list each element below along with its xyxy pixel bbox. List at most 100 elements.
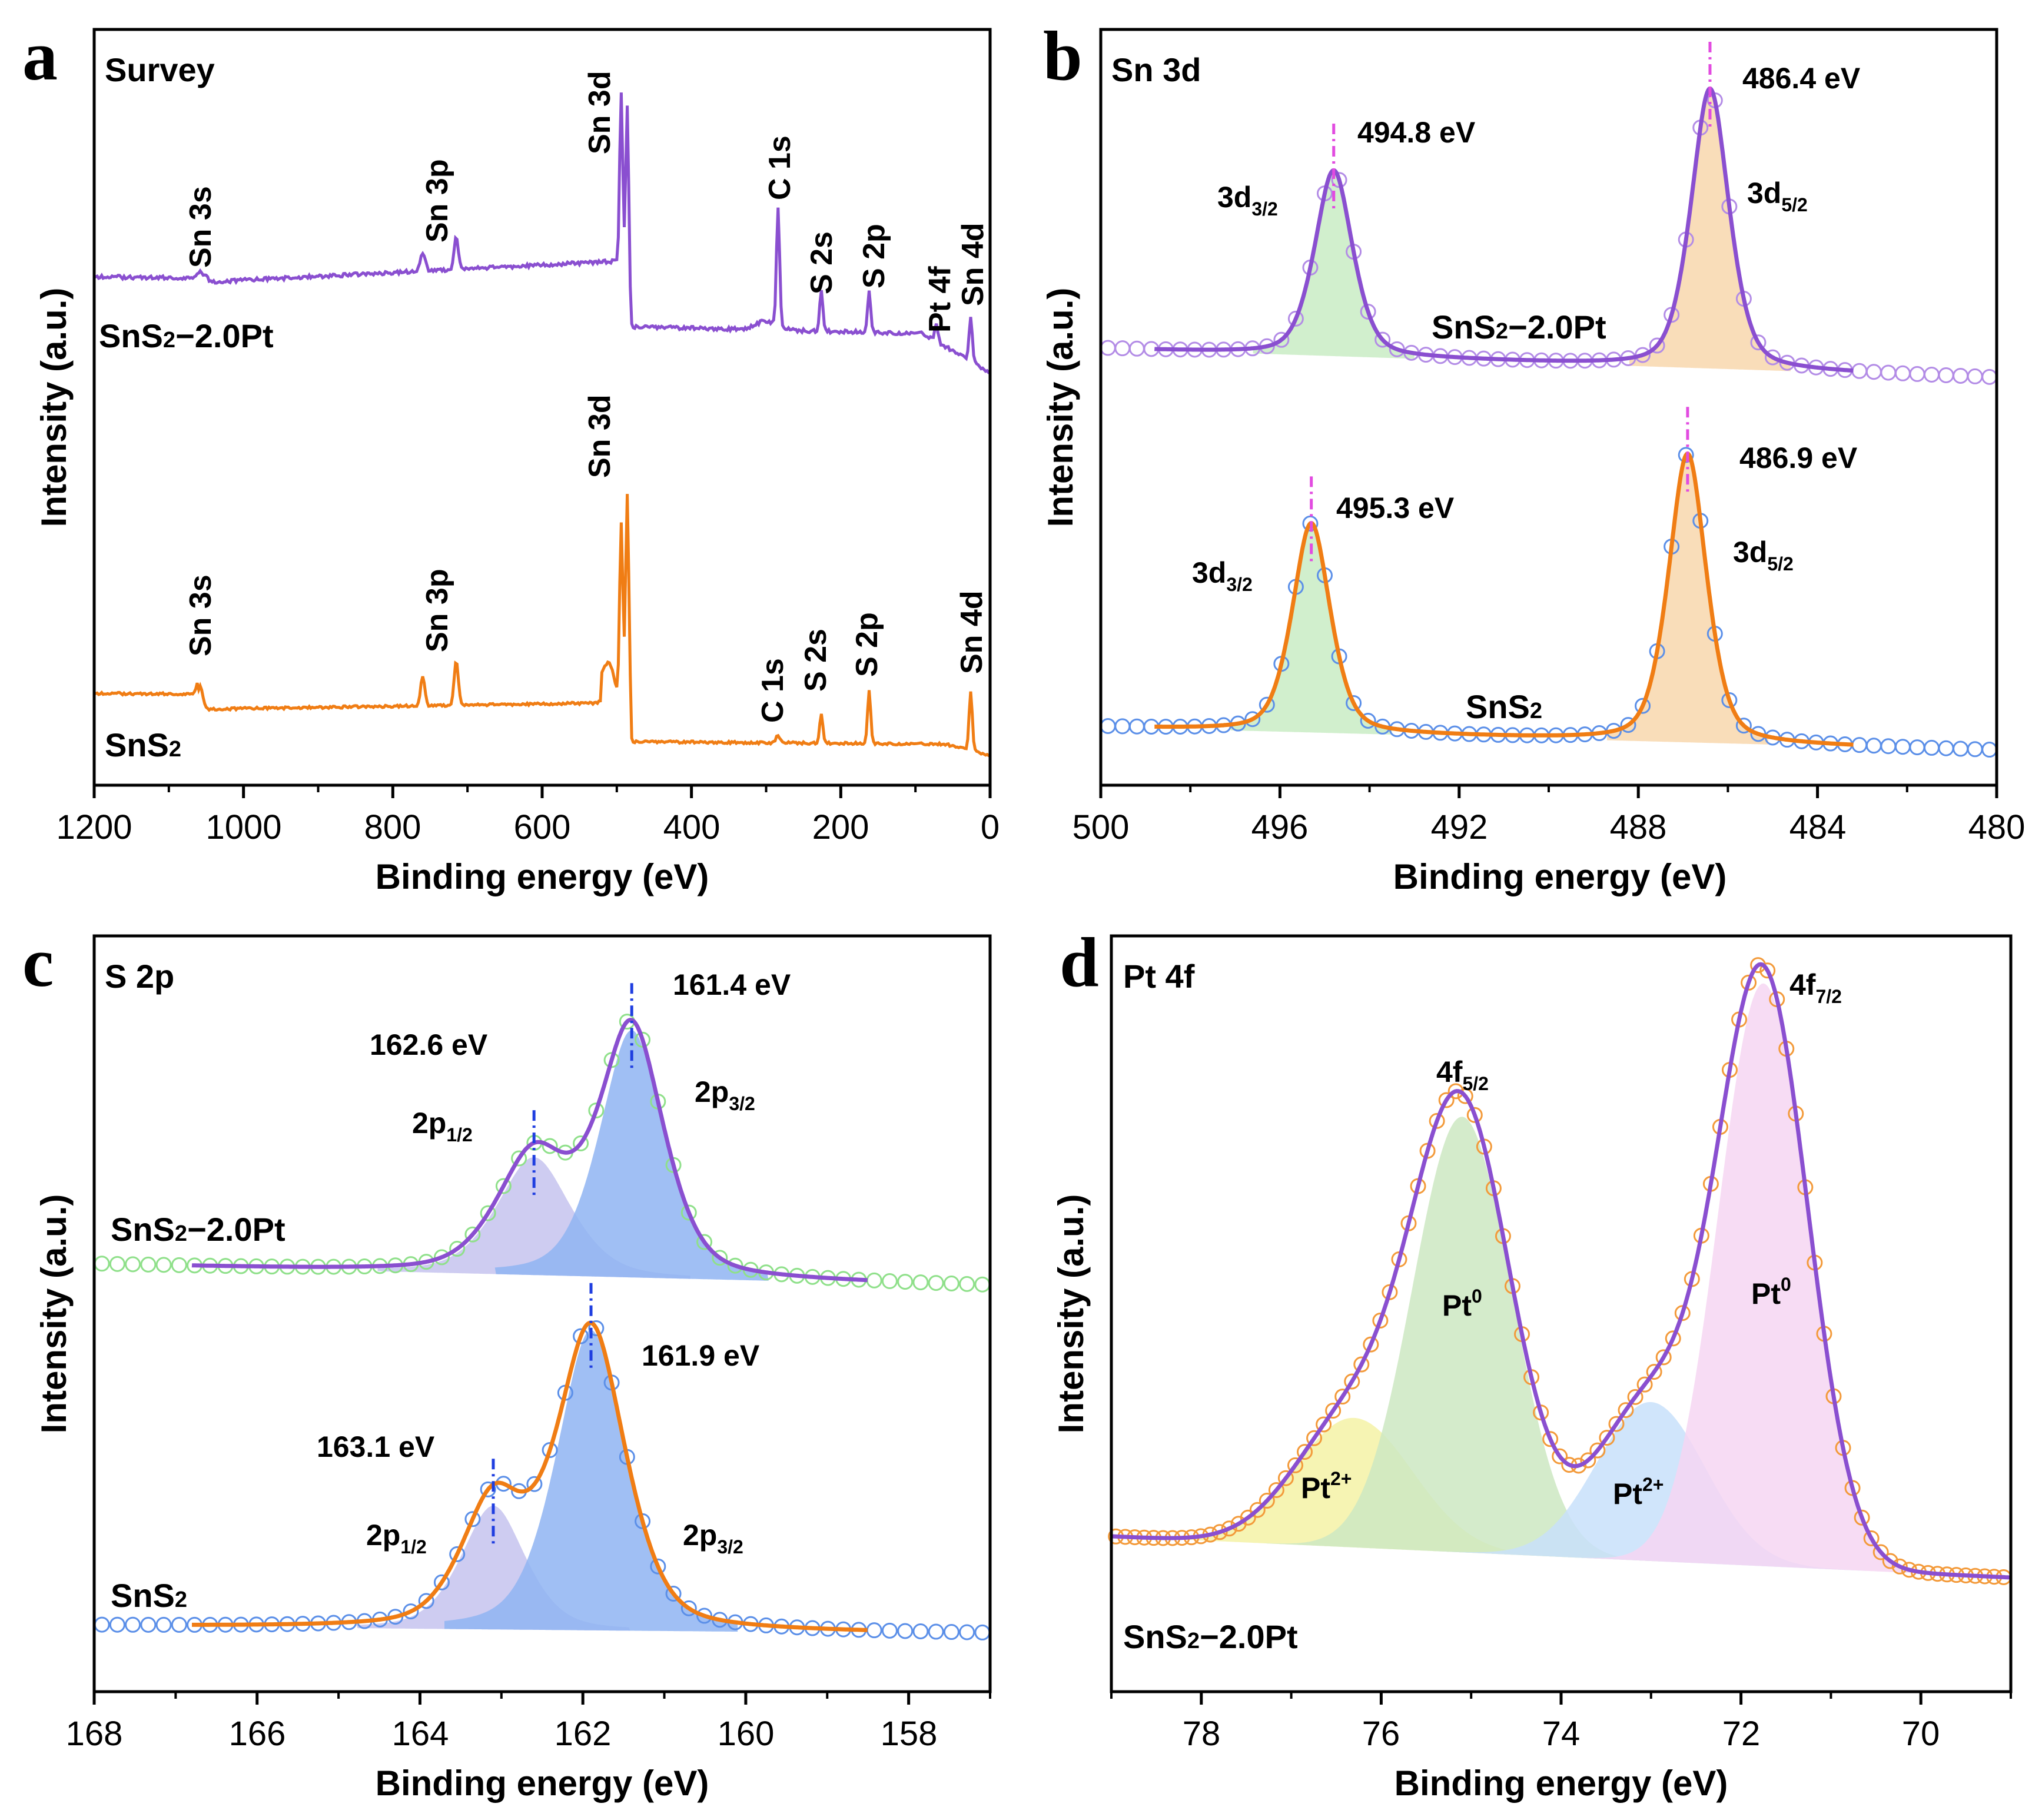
s2p-energy-label: 163.1 eV [317,1430,435,1463]
raw-data-point [1589,1442,1606,1459]
sn3d-energy-label: 495.3 eV [1336,491,1455,524]
raw-data-point [109,1256,125,1272]
component-peak-fill [1606,454,1768,745]
survey-peak-label-bottom: S 2p [850,612,884,677]
raw-data-point [1542,1431,1559,1447]
pt-component-fill [1120,1417,1588,1559]
survey-spectrum-bare [93,494,991,758]
survey-peak-label-top: C 1s [763,135,797,200]
component-peak-fill [1253,171,1415,359]
raw-data-point [1882,1553,1898,1569]
raw-data-point [94,1616,110,1633]
raw-data-point [573,1328,589,1344]
raw-data-point [650,1558,666,1575]
panel-b-ylabel: Intensity (a.u.) [1041,288,1080,527]
raw-data-point [1981,742,1998,758]
raw-data-point [588,1102,605,1119]
raw-data-point [418,1593,434,1609]
pt4f-component-label: 4f5/2 [1436,1055,1489,1094]
raw-data-point [1259,696,1275,713]
raw-data-point [959,1276,975,1292]
panel-d-letter: d [1060,923,1099,1001]
raw-data-point [511,1150,527,1167]
raw-data-point [1953,740,1969,757]
x-tick-label: 492 [1431,808,1488,846]
survey-peak-label-top: S 2s [805,231,839,294]
raw-data-point [912,1274,929,1291]
raw-data-point [1674,1305,1691,1321]
survey-peak-label-bottom: Sn 4d [955,590,989,674]
panel-c-xlabel: Binding energy (eV) [376,1763,709,1803]
raw-data-point [1360,712,1376,729]
x-tick-label: 484 [1789,808,1847,846]
survey-spectrum-pt [93,92,991,375]
raw-data-point [1909,366,1925,382]
s2p-energy-label: 161.4 eV [673,968,791,1001]
raw-data-point [1721,692,1738,709]
x-tick-label: 158 [881,1715,938,1753]
s2p-component-label: 2p3/2 [695,1075,755,1114]
raw-data-point [155,1616,172,1633]
raw-data-point [1981,368,1998,385]
raw-data-point [1240,1509,1256,1526]
raw-data-point [1114,718,1131,735]
panel-d-sample: SnS2−2.0Pt [1123,1618,1298,1655]
raw-data-point [1646,1364,1662,1380]
survey-peak-label-bottom: C 1s [756,658,790,723]
raw-data-point [696,1234,713,1250]
raw-data-point [588,1320,605,1337]
raw-data-point [1851,363,1868,379]
raw-data-point [1297,1444,1313,1460]
x-tick-label: 78 [1183,1715,1221,1753]
raw-data-point [1665,1330,1681,1347]
panel-a-bottom-sample: SnS2 [105,726,181,763]
raw-data-point [1268,1482,1284,1498]
raw-data-point [1865,364,1882,380]
s2p-energy-label: 161.9 eV [642,1339,760,1372]
panel-d-data [1108,957,2012,1585]
sn3d-component-label: 3d5/2 [1747,177,1808,215]
raw-data-point [943,1624,959,1640]
raw-data-point [109,1616,125,1633]
raw-data-point [974,1624,991,1640]
fitted-envelope [1154,451,1854,747]
raw-data-point [495,1178,512,1194]
raw-data-point [94,1256,110,1272]
raw-data-point [1635,698,1651,714]
raw-data-point [480,1205,496,1221]
x-tick-label: 74 [1542,1715,1581,1753]
panel-c-title: S 2p [105,958,174,995]
raw-data-point [1287,1457,1303,1473]
x-tick-label: 480 [1968,808,2026,846]
raw-data-point [680,1600,697,1616]
raw-data-point [1128,718,1145,735]
raw-data-point [1759,962,1776,979]
survey-peak-label-top: Sn 3p [420,159,454,243]
panel-a-letter: a [22,16,58,95]
pt-component-fill [1264,1117,1661,1562]
x-tick-label: 70 [1902,1715,1940,1753]
component-peak-fill [377,1157,690,1279]
sn3d-component-label: 3d5/2 [1733,536,1794,574]
x-tick-label: 600 [514,808,571,846]
survey-peak-label-top: Sn 4d [956,222,990,306]
raw-data-point [125,1256,141,1273]
x-tick-label: 1200 [56,808,132,846]
raw-data-point [1909,739,1925,756]
panel-b-frame [1099,28,1998,787]
survey-peak-label-top: S 2p [857,224,891,288]
x-tick-label: 160 [718,1715,775,1753]
raw-data-point [1649,337,1665,354]
raw-data-point [1655,1349,1672,1366]
raw-data-point [1277,1470,1294,1486]
panel-b-title: Sn 3d [1111,51,1201,88]
panel-c-letter: c [22,923,54,1001]
s2p-component-label: 2p1/2 [366,1519,427,1557]
x-tick-label: 72 [1722,1715,1761,1753]
pt-species-label: Pt2+ [1613,1474,1664,1510]
component-peak-fill [1230,523,1392,735]
panel-a-ylabel: Intensity (a.u.) [34,288,74,527]
raw-data-point [1678,447,1694,463]
raw-data-point [1438,1092,1455,1108]
